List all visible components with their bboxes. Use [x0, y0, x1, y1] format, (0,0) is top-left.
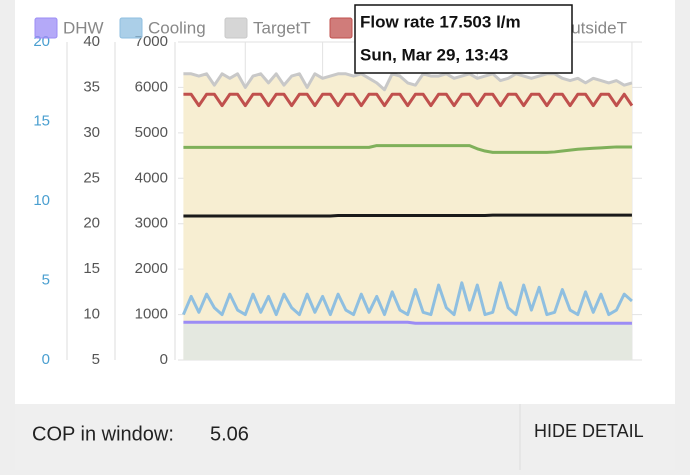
legend-label: Cooling — [148, 18, 206, 37]
legend-swatch — [224, 17, 248, 39]
y-tick-label: 7000 — [135, 33, 168, 50]
y-tick-label: 2000 — [135, 260, 168, 277]
footer — [15, 404, 675, 470]
legend-swatch — [329, 17, 353, 39]
series-line — [183, 144, 632, 154]
legend-swatch — [119, 17, 143, 39]
tooltip-box — [354, 4, 573, 74]
y2-tick-label: 30 — [83, 124, 100, 141]
y2-tick-label: 15 — [83, 260, 100, 277]
y3-tick-label: 10 — [33, 192, 50, 209]
y-tick-label: 1000 — [135, 306, 168, 323]
y3-tick-label: 5 — [42, 271, 50, 288]
legend-label: OutsideT — [558, 18, 627, 37]
series-line — [183, 72, 633, 92]
area-fill — [183, 322, 632, 360]
hide-detail-button[interactable]: HIDE DETAIL — [534, 421, 644, 441]
y-tick-label: 0 — [160, 351, 168, 368]
series-line — [182, 281, 633, 317]
y-tick-label: 5000 — [135, 124, 168, 141]
y-tick-label: 4000 — [135, 169, 168, 186]
cop-value: 5.06 — [210, 423, 249, 445]
series-line — [183, 320, 632, 325]
y2-tick-label: 40 — [83, 33, 100, 50]
tooltip: Flow rate 17.503 l/m Sun, Mar 29, 13:43 — [354, 4, 573, 74]
y-tick-label: 6000 — [135, 78, 168, 95]
tooltip-line: Flow rate 17.503 l/m — [360, 12, 521, 31]
y2-tick-label: 20 — [83, 215, 100, 232]
y2-tick-label: 35 — [83, 78, 100, 95]
series-line — [183, 213, 632, 218]
y-tick-label: 3000 — [135, 215, 168, 232]
y3-tick-label: 15 — [33, 112, 50, 129]
y2-tick-label: 5 — [92, 351, 100, 368]
y2-tick-label: 25 — [83, 169, 100, 186]
legend-label: DHW — [63, 18, 104, 37]
legend-swatch — [34, 17, 58, 39]
legend-label: TargetT — [253, 18, 311, 37]
y3-tick-label: 0 — [42, 351, 50, 368]
tooltip-date: Sun, Mar 29, 13:43 — [360, 45, 508, 64]
cop-label: COP in window: — [32, 423, 174, 445]
series-line — [183, 92, 634, 108]
y2-tick-label: 10 — [83, 306, 100, 323]
